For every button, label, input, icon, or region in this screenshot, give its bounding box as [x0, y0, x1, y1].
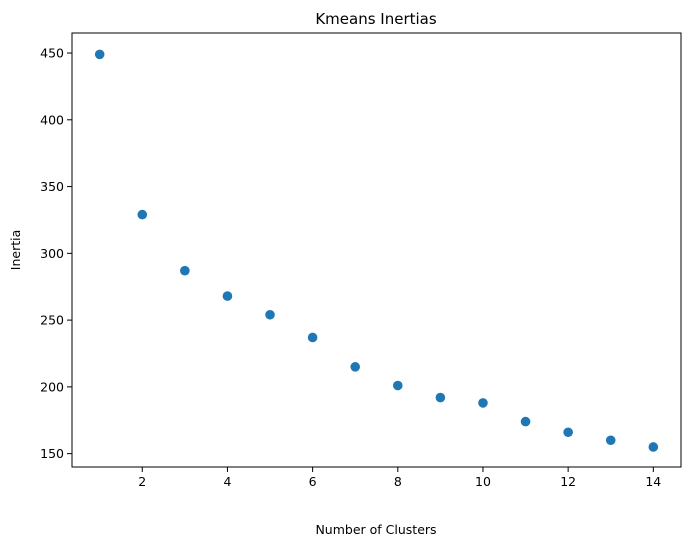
- plot-area-frame: [71, 32, 682, 468]
- y-tick-label: 150: [40, 446, 64, 461]
- data-point: [180, 265, 190, 276]
- data-point: [435, 392, 446, 403]
- y-tick-label: 350: [40, 179, 64, 194]
- x-axis-ticks: 2 4 6 8 10 12 14: [138, 467, 661, 489]
- chart-title: Kmeans Inertias: [315, 10, 437, 28]
- data-point: [478, 398, 488, 408]
- data-point: [94, 49, 105, 60]
- x-axis-label: Number of Clusters: [315, 522, 436, 537]
- x-tick-label: 12: [560, 474, 576, 489]
- x-tick-label: 2: [138, 474, 146, 489]
- data-point: [520, 416, 531, 427]
- x-tick-label: 14: [645, 474, 661, 489]
- data-point: [265, 309, 275, 320]
- data-point: [222, 291, 233, 301]
- data-point: [563, 427, 573, 438]
- data-point: [648, 442, 659, 452]
- data-point: [605, 435, 616, 446]
- data-point: [350, 362, 361, 372]
- x-tick-label: 10: [475, 474, 491, 489]
- data-point: [137, 209, 148, 220]
- y-tick-label: 400: [40, 112, 64, 127]
- y-axis-label: Inertia: [8, 230, 23, 270]
- x-tick-label: 6: [309, 474, 317, 489]
- y-tick-label: 300: [40, 246, 64, 261]
- data-point: [392, 380, 403, 391]
- x-tick-label: 4: [223, 474, 231, 489]
- y-tick-label: 450: [40, 46, 64, 61]
- x-tick-label: 8: [394, 474, 402, 489]
- data-point: [307, 332, 318, 343]
- y-axis-ticks: 150 200 250 300 350 400 450: [40, 46, 72, 461]
- y-tick-label: 250: [40, 313, 64, 328]
- y-tick-label: 200: [40, 379, 64, 394]
- data-points: [94, 49, 659, 452]
